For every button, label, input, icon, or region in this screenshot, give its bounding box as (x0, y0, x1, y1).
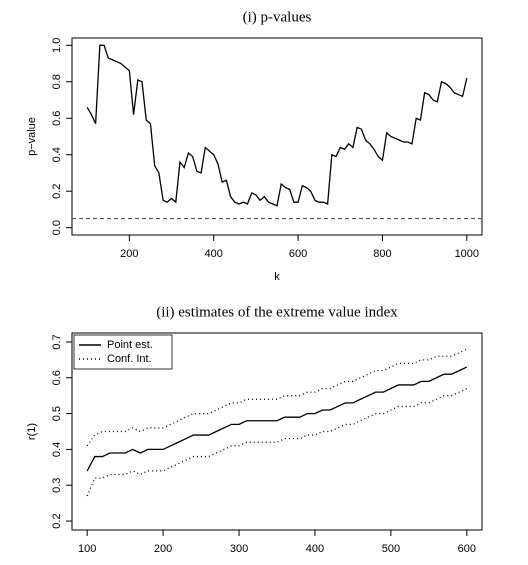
series-line (86, 387, 468, 497)
series-line (86, 44, 468, 207)
chart-title: (ii) estimates of the extreme value inde… (156, 304, 398, 320)
y-tick-label: 0.3 (51, 478, 63, 493)
series-line (86, 348, 468, 447)
y-tick-label: 0.0 (51, 220, 63, 235)
y-tick-label: 0.2 (51, 513, 63, 528)
series-line (86, 366, 468, 472)
y-tick-label: 0.6 (51, 111, 63, 126)
y-axis-label: p−value (26, 117, 38, 156)
chart-title: (i) p-values (243, 9, 312, 25)
y-tick-label: 0.8 (51, 74, 63, 89)
x-tick-label: 300 (230, 543, 248, 555)
y-tick-label: 1.0 (51, 38, 63, 53)
legend-label: Point est. (107, 339, 153, 351)
plot-frame (71, 332, 483, 531)
x-axis-label: k (274, 271, 280, 283)
y-tick-label: 0.5 (51, 406, 63, 421)
y-tick-label: 0.4 (51, 147, 63, 162)
x-tick-label: 1000 (455, 248, 479, 260)
x-tick-label: 200 (154, 543, 172, 555)
y-tick-label: 0.6 (51, 370, 63, 385)
x-tick-label: 200 (120, 248, 138, 260)
x-tick-label: 400 (205, 248, 223, 260)
legend-label: Conf. Int. (107, 353, 152, 365)
x-tick-label: 400 (306, 543, 324, 555)
plot-frame (71, 37, 483, 236)
y-tick-label: 0.2 (51, 184, 63, 199)
x-tick-label: 600 (458, 543, 476, 555)
y-axis-label: r(1) (26, 423, 38, 440)
x-tick-label: 100 (78, 543, 96, 555)
legend-box (73, 334, 173, 370)
y-tick-label: 0.4 (51, 442, 63, 457)
x-tick-label: 600 (289, 248, 307, 260)
y-tick-label: 0.7 (51, 334, 63, 349)
x-tick-label: 500 (382, 543, 400, 555)
x-tick-label: 800 (373, 248, 391, 260)
